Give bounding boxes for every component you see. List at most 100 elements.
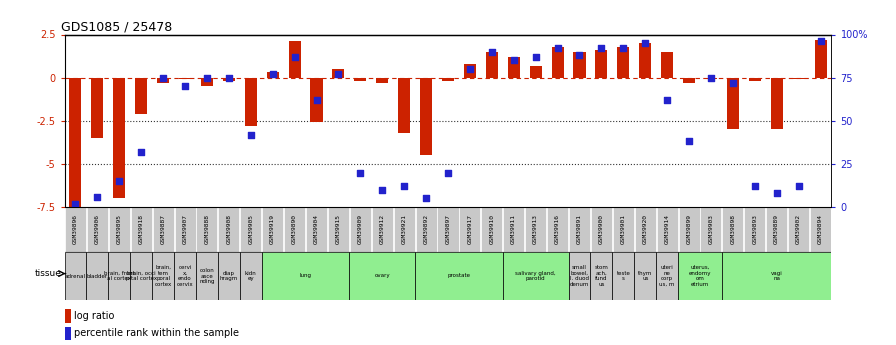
Bar: [552, 47, 564, 78]
Bar: [788, 207, 809, 252]
Bar: [508, 57, 520, 78]
Bar: [437, 207, 459, 252]
Text: GSM39891: GSM39891: [577, 214, 582, 244]
Bar: [727, 78, 739, 129]
Text: lung: lung: [299, 274, 312, 278]
Bar: [311, 78, 323, 122]
Point: [616, 46, 631, 51]
Bar: [174, 252, 196, 300]
Text: prostate: prostate: [447, 274, 470, 278]
Text: GSM39893: GSM39893: [753, 214, 757, 244]
Point: [747, 184, 762, 189]
Text: small
bowel,
I. duod
denum: small bowel, I. duod denum: [570, 265, 590, 287]
Bar: [91, 78, 103, 138]
Bar: [634, 207, 656, 252]
Bar: [201, 78, 213, 86]
Bar: [284, 207, 306, 252]
Bar: [415, 252, 503, 300]
Point: [309, 97, 323, 103]
Bar: [240, 252, 262, 300]
Text: GSM39903: GSM39903: [709, 214, 713, 244]
Point: [506, 58, 521, 63]
Text: GSM39911: GSM39911: [512, 214, 516, 244]
Text: GSM39910: GSM39910: [489, 214, 495, 244]
Point: [594, 46, 608, 51]
Bar: [678, 252, 722, 300]
Bar: [656, 252, 678, 300]
Bar: [113, 78, 125, 198]
Bar: [108, 207, 130, 252]
Bar: [547, 207, 568, 252]
Bar: [130, 252, 152, 300]
Point: [221, 75, 236, 80]
Text: diap
hragm: diap hragm: [220, 270, 238, 282]
Text: GSM39914: GSM39914: [665, 214, 669, 244]
Bar: [372, 207, 392, 252]
Text: GDS1085 / 25478: GDS1085 / 25478: [61, 20, 172, 33]
Text: GSM39895: GSM39895: [116, 214, 122, 244]
Text: adrenal: adrenal: [65, 274, 86, 278]
Bar: [766, 207, 788, 252]
Point: [550, 46, 564, 51]
Point: [638, 40, 652, 46]
Bar: [218, 252, 240, 300]
Text: GSM39906: GSM39906: [95, 214, 99, 244]
Bar: [590, 207, 612, 252]
Bar: [486, 52, 498, 78]
Text: GSM39905: GSM39905: [248, 214, 254, 244]
Bar: [590, 252, 612, 300]
Bar: [525, 207, 547, 252]
Bar: [595, 50, 607, 78]
Text: GSM39920: GSM39920: [642, 214, 648, 244]
Bar: [152, 252, 174, 300]
Text: GSM39907: GSM39907: [183, 214, 187, 244]
Text: GSM39908: GSM39908: [227, 214, 231, 244]
Bar: [749, 78, 761, 81]
Text: teste
s: teste s: [616, 270, 630, 282]
Bar: [814, 40, 826, 78]
Bar: [65, 327, 72, 340]
Bar: [722, 252, 831, 300]
Bar: [86, 252, 108, 300]
Text: GSM39901: GSM39901: [621, 214, 625, 244]
Bar: [612, 252, 634, 300]
Bar: [289, 41, 301, 78]
Bar: [263, 207, 283, 252]
Text: GSM39918: GSM39918: [139, 214, 143, 244]
Bar: [745, 207, 765, 252]
Text: GSM39921: GSM39921: [401, 214, 407, 244]
Text: GSM39896: GSM39896: [73, 214, 78, 244]
Bar: [569, 252, 590, 300]
Point: [244, 132, 258, 137]
Point: [200, 75, 214, 80]
Text: GSM39902: GSM39902: [797, 214, 801, 244]
Text: uteri
ne
corp
us, m: uteri ne corp us, m: [659, 265, 675, 287]
Text: GSM39894: GSM39894: [818, 214, 823, 244]
Point: [814, 39, 828, 44]
Point: [703, 75, 718, 80]
Point: [726, 80, 740, 86]
Point: [288, 54, 302, 60]
Bar: [771, 78, 783, 129]
Text: uterus,
endomy
om
etrium: uterus, endomy om etrium: [689, 265, 711, 287]
Point: [178, 83, 193, 89]
Point: [682, 139, 696, 144]
Bar: [175, 207, 195, 252]
Point: [90, 194, 105, 199]
Bar: [464, 64, 476, 78]
Text: GSM39913: GSM39913: [533, 214, 538, 244]
Bar: [179, 78, 191, 79]
Bar: [152, 207, 174, 252]
Bar: [793, 78, 805, 79]
Text: vagi
na: vagi na: [771, 270, 782, 282]
Bar: [460, 207, 480, 252]
Text: GSM39916: GSM39916: [555, 214, 560, 244]
Text: GSM39917: GSM39917: [468, 214, 472, 244]
Text: brain, front
al cortex: brain, front al cortex: [104, 270, 134, 282]
Point: [419, 196, 434, 201]
Text: GSM39919: GSM39919: [271, 214, 275, 244]
Text: colon
asce
nding: colon asce nding: [199, 268, 215, 284]
Bar: [503, 252, 569, 300]
Bar: [87, 207, 108, 252]
Point: [156, 75, 170, 80]
